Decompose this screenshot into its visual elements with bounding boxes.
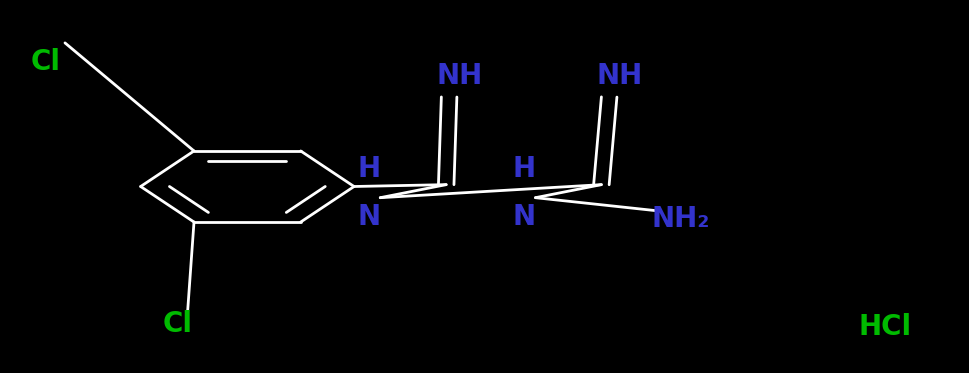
Text: Cl: Cl — [31, 48, 61, 76]
Text: HCl: HCl — [858, 313, 911, 341]
Text: N: N — [357, 203, 380, 231]
Text: NH₂: NH₂ — [651, 205, 709, 233]
Text: NH: NH — [596, 62, 642, 90]
Text: Cl: Cl — [163, 310, 193, 338]
Text: NH: NH — [436, 62, 483, 90]
Text: H: H — [357, 155, 380, 183]
Text: N: N — [512, 203, 535, 231]
Text: H: H — [512, 155, 535, 183]
